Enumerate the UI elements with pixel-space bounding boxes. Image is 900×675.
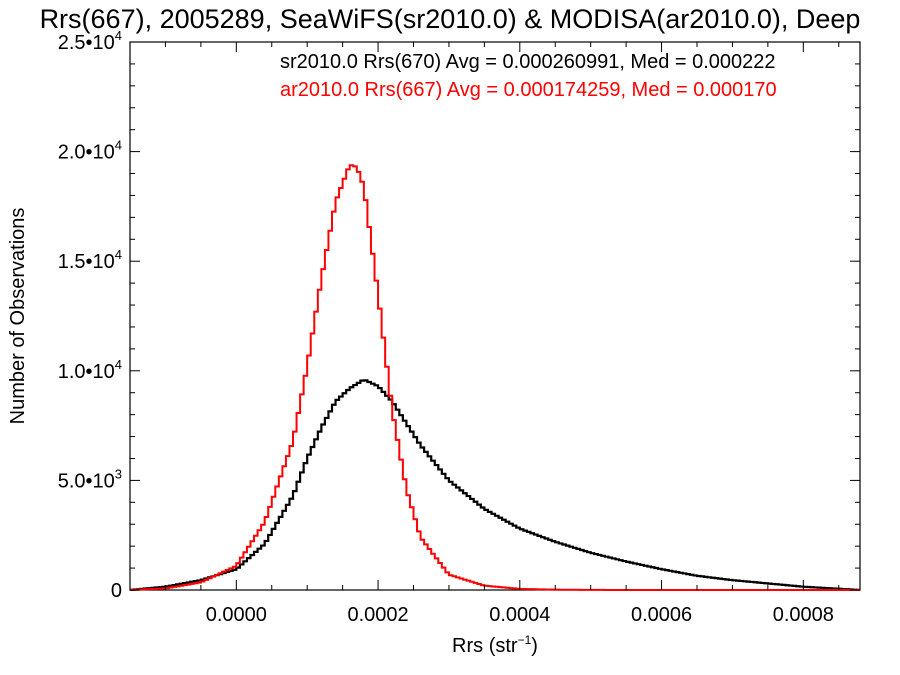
y-tick-label: 2.0•104 — [58, 138, 122, 164]
plot-frame — [129, 41, 861, 591]
x-tick-label: 0.0008 — [773, 604, 834, 626]
chart-title: Rrs(667), 2005289, SeaWiFS(sr2010.0) & M… — [40, 4, 861, 34]
series-line-1 — [130, 164, 860, 591]
x-axis-label: Rrs (str−1) — [452, 633, 538, 657]
x-axis-label-sup: −1 — [518, 633, 532, 647]
x-tick-label: 0.0004 — [489, 604, 550, 626]
x-axis-label-close: ) — [531, 635, 538, 657]
y-tick-label: 1.0•104 — [58, 357, 122, 383]
y-tick-label: 5.0•103 — [58, 466, 122, 492]
ticks-layer: 0.0000 0.0002 0.0004 0.0006 0.0008 0 5.0•103 1.… — [58, 28, 860, 626]
y-tick-label: 1.5•104 — [58, 247, 122, 273]
legend-entry-ar2010: ar2010.0 Rrs(667) Avg = 0.000174259, Med… — [280, 79, 777, 101]
x-axis-label-main: Rrs (str — [452, 635, 518, 657]
x-tick-label: 0.0000 — [206, 604, 267, 626]
y-tick-label: 2.5•104 — [58, 28, 122, 54]
y-tick-label: 0 — [111, 580, 122, 602]
y-axis-label: Number of Observations — [7, 208, 29, 425]
legend-entry-sr2010: sr2010.0 Rrs(670) Avg = 0.000260991, Med… — [280, 51, 776, 73]
series-layer — [130, 164, 860, 591]
x-tick-label: 0.0002 — [347, 604, 408, 626]
series-line-0 — [130, 379, 860, 591]
x-tick-label: 0.0006 — [631, 604, 692, 626]
